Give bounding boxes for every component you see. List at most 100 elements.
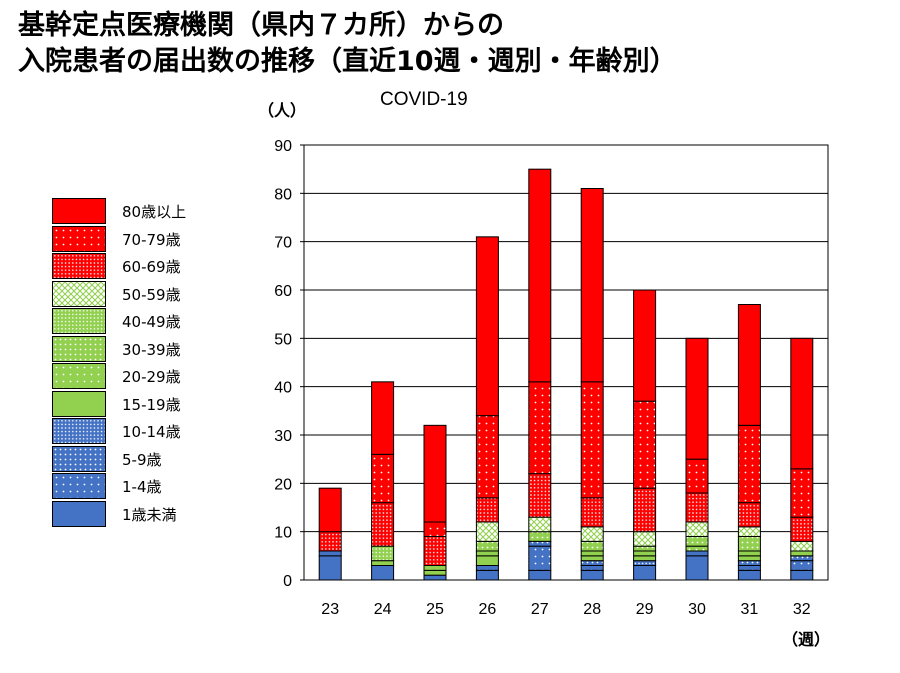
bar-stack-week-25: [423, 424, 447, 581]
legend-swatch-fill: [53, 254, 105, 278]
legend-swatch-fill: [53, 336, 105, 361]
bar-stack-week-27: [528, 168, 552, 581]
chart-title: COVID-19: [380, 89, 468, 110]
bar-segment: [737, 565, 761, 571]
legend-swatch: [52, 473, 106, 499]
bar-segment: [737, 560, 761, 567]
legend-label: 5-9歳: [122, 450, 162, 469]
bar-segment: [685, 521, 709, 537]
legend-swatch: [52, 308, 106, 334]
bar-segment: [790, 555, 814, 562]
bar-segment: [790, 468, 814, 518]
legend-label: 20-29歳: [122, 368, 181, 386]
legend-label: 50-59歳: [122, 285, 181, 304]
bar-segment: [371, 453, 395, 504]
bar-segment: [685, 492, 709, 523]
bar-segment: [790, 569, 814, 581]
bar-segment: [737, 526, 761, 537]
bar-segment: [475, 555, 499, 566]
bar-segment: [318, 487, 342, 533]
bar-segment: [737, 424, 761, 504]
bar-segment: [475, 415, 499, 499]
x-tick-label: 28: [583, 601, 601, 618]
y-tick-label: 40: [274, 380, 292, 397]
bar-segment: [371, 545, 395, 562]
legend-swatch: [52, 363, 106, 389]
legend-label: 30-39歳: [122, 340, 181, 359]
bar-segment: [633, 560, 657, 567]
bar-segment: [475, 569, 499, 581]
bar-segment: [790, 516, 814, 542]
bar-segment: [633, 555, 657, 562]
bar-segment: [318, 531, 342, 552]
y-tick-label: 10: [274, 525, 292, 542]
legend-swatch-fill: [53, 501, 105, 526]
bar-segment: [737, 536, 761, 552]
legend-label: 40-49歳: [122, 313, 181, 331]
bar-stacks: [318, 168, 814, 581]
x-axis-ticks: 23 24 25 26 27 28 29 30 31 32: [321, 601, 810, 618]
bar-stack-week-30: [685, 337, 709, 581]
bar-stack-week-28: [580, 188, 604, 581]
y-tick-label: 30: [274, 428, 292, 445]
bar-segment: [633, 400, 657, 489]
y-tick-label: 70: [274, 235, 292, 252]
legend-swatch-fill: [53, 199, 105, 223]
bar-segment: [528, 473, 552, 518]
bar-segment: [685, 458, 709, 494]
y-tick-label: 80: [274, 186, 292, 203]
bar-segment: [580, 188, 604, 383]
bar-segment: [737, 569, 761, 581]
bar-segment: [685, 545, 709, 552]
legend-swatch: [52, 280, 106, 307]
bar-segment: [737, 502, 761, 528]
bar-segment: [475, 236, 499, 417]
bar-segment: [475, 497, 499, 523]
bar-segment: [737, 550, 761, 557]
bar-segment: [685, 550, 709, 557]
bar-segment: [580, 550, 604, 557]
legend-swatch-fill: [53, 364, 105, 388]
bar-segment: [475, 565, 499, 571]
bar-segment: [318, 555, 342, 581]
x-tick-label: 23: [321, 601, 339, 618]
legend-label: 15-19歳: [122, 395, 181, 414]
x-tick-label: 31: [741, 601, 759, 618]
bar-segment: [475, 521, 499, 542]
bar-segment: [633, 289, 657, 402]
bar-segment: [528, 545, 552, 571]
bar-stack-week-31: [737, 304, 761, 581]
bar-segment: [371, 560, 395, 567]
bar-segment: [528, 569, 552, 581]
bar-segment: [790, 550, 814, 557]
legend-label: 70-79歳: [122, 230, 181, 249]
bar-segment: [423, 565, 447, 571]
legend-label: 10-14歳: [122, 423, 181, 441]
bar-segment: [371, 565, 395, 581]
bar-segment: [423, 569, 447, 576]
y-tick-label: 0: [283, 573, 292, 590]
bar-segment: [528, 168, 552, 383]
bar-segment: [790, 560, 814, 571]
legend-swatch: [52, 418, 106, 444]
bar-segment: [580, 569, 604, 581]
bar-segment: [737, 304, 761, 426]
x-tick-label: 32: [793, 601, 811, 618]
bar-segment: [685, 337, 709, 460]
bar-segment: [528, 516, 552, 533]
bar-stack-week-26: [475, 236, 499, 581]
title-line-2: 入院患者の届出数の推移（直近10週・週別・年齢別）: [18, 46, 677, 77]
bar-segment: [423, 574, 447, 581]
x-tick-label: 25: [426, 601, 444, 618]
bar-segment: [580, 381, 604, 499]
bar-segment: [528, 540, 552, 547]
legend-swatch-fill: [53, 309, 105, 333]
legend-swatch: [52, 335, 106, 362]
bar-segment: [528, 381, 552, 475]
bar-segment: [633, 565, 657, 581]
legend-swatch-fill: [53, 474, 105, 498]
x-tick-label: 27: [531, 601, 549, 618]
legend-swatch: [52, 198, 106, 224]
legend-swatch: [52, 225, 106, 252]
